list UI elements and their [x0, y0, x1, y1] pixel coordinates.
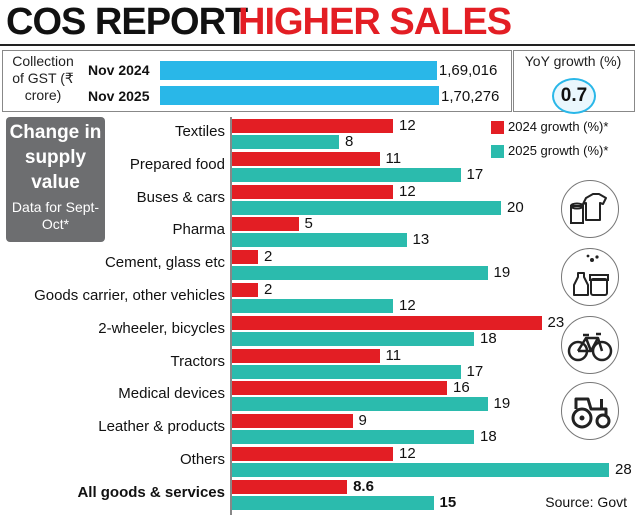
value-label-2025: 20 [507, 198, 524, 216]
bar-2025 [231, 266, 488, 281]
category-label: Cement, glass etc [104, 254, 225, 272]
bar-2025 [231, 135, 339, 149]
bar-2024 [231, 348, 380, 363]
bar-2024 [231, 283, 258, 297]
gst-value-2024: 1,69,016 [438, 62, 498, 79]
gst-value-2025: 1,70,276 [441, 88, 500, 105]
tractor-icon [561, 382, 619, 440]
value-label-2025: 18 [480, 428, 497, 446]
category-label: Prepared food [129, 155, 225, 173]
sidebar-heading: Change in supply value [9, 122, 102, 193]
bar-2024 [231, 250, 258, 265]
bar-2024 [231, 381, 447, 396]
source-note: Source: Govt [545, 494, 627, 510]
value-label-2024: 11 [385, 149, 402, 167]
bar-2024 [231, 447, 393, 461]
bar-2024 [231, 151, 380, 166]
category-label: Leather & products [98, 418, 225, 436]
title-black: COS REPORT [6, 1, 248, 43]
value-label-2024: 5 [304, 215, 313, 233]
bar-2025 [231, 397, 488, 412]
bar-2025 [231, 430, 474, 445]
category-label: Others [179, 451, 225, 468]
title-red: HIGHER SALES [238, 1, 512, 43]
gst-year-2025: Nov 2025 [88, 88, 150, 104]
category-label: Pharma [172, 221, 225, 239]
bar-2025 [231, 299, 393, 313]
textiles-icon [561, 180, 619, 238]
value-label-2024: 2 [264, 248, 273, 266]
value-label-2024: 2 [264, 281, 273, 298]
gst-bar-2024 [160, 61, 437, 80]
bar-2025 [231, 364, 461, 379]
gst-year-2024: Nov 2024 [88, 62, 150, 78]
bar-2024 [231, 479, 348, 494]
bar-2024 [231, 184, 393, 199]
bar-2025 [231, 200, 501, 215]
legend-swatch-2024 [491, 121, 504, 134]
value-label-2024: 9 [358, 412, 367, 430]
bar-2025 [231, 463, 609, 477]
value-label-2024: 23 [547, 313, 565, 331]
category-label: Goods carrier, other vehicles [34, 287, 225, 304]
category-label: Tractors [170, 352, 225, 370]
bar-2025 [231, 495, 434, 510]
value-label-2024: 12 [399, 445, 416, 462]
sidebar-subheading: Data for Sept-Oct* [11, 199, 100, 232]
category-label: Textiles [174, 123, 225, 140]
bar-2024 [231, 119, 393, 133]
value-label-2025: 28 [615, 461, 632, 478]
chart-axis [230, 117, 232, 515]
category-label: 2-wheeler, bicycles [98, 319, 225, 337]
bar-2025 [231, 233, 407, 248]
value-label-2025: 8 [345, 133, 354, 150]
value-label-2024: 11 [385, 346, 402, 364]
value-label-2024: 16 [453, 379, 470, 397]
sidebar-box [6, 117, 105, 242]
legend-label-2024: 2024 growth (%)* [508, 119, 609, 134]
value-label-2025: 18 [480, 329, 497, 347]
value-label-2024: 8.6 [353, 477, 374, 495]
category-label: Medical devices [118, 385, 225, 403]
bar-2024 [231, 315, 542, 330]
value-label-2024: 12 [399, 182, 416, 200]
value-label-2025: 19 [493, 264, 511, 282]
value-label-2025: 13 [412, 231, 430, 249]
bar-2024 [231, 217, 299, 232]
legend-label-2025: 2025 growth (%)* [508, 143, 609, 158]
value-label-2025: 19 [493, 395, 511, 413]
bar-2024 [231, 414, 353, 429]
chemicals-icon [561, 248, 619, 306]
category-label: Buses & cars [136, 188, 225, 206]
category-label: All goods & services [77, 483, 225, 501]
value-label-2025: 15 [439, 493, 457, 511]
bar-2025 [231, 167, 461, 182]
value-label-2025: 17 [466, 165, 484, 183]
title-rule [0, 44, 635, 46]
value-label-2024: 12 [399, 117, 416, 134]
bicycle-icon [561, 316, 619, 374]
gst-bar-2025 [160, 86, 439, 105]
yoy-value: 0.7 [552, 78, 596, 114]
value-label-2025: 17 [466, 362, 484, 380]
legend-swatch-2025 [491, 145, 504, 158]
bar-2025 [231, 331, 474, 346]
gst-label: Collection of GST (₹ crore) [12, 53, 74, 103]
yoy-label: YoY growth (%) [524, 53, 622, 69]
value-label-2025: 12 [399, 297, 416, 314]
